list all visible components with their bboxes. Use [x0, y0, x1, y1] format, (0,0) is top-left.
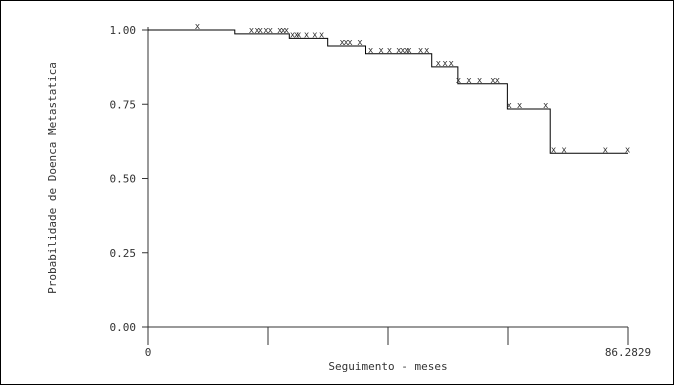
censor-mark: x — [284, 26, 290, 36]
censor-mark: x — [347, 38, 353, 48]
censor-mark: x — [506, 101, 512, 111]
censor-mark: x — [378, 46, 384, 56]
y-axis-label: Probabilidade de Doenca Metastatica — [46, 62, 59, 294]
censor-mark: x — [543, 101, 549, 111]
censor-mark: x — [319, 30, 325, 40]
censor-mark: x — [343, 38, 349, 48]
censor-mark: x — [296, 30, 302, 40]
censor-mark: x — [406, 46, 412, 56]
censor-mark: x — [304, 30, 310, 40]
censor-mark: x — [396, 46, 402, 56]
censor-mark: x — [490, 76, 496, 86]
x-tick-label: 0 — [145, 346, 152, 359]
censor-mark: x — [466, 76, 472, 86]
censor-mark: x — [294, 30, 300, 40]
censor-mark: x — [477, 76, 483, 86]
censor-mark: x — [603, 145, 609, 155]
censor-mark: x — [404, 46, 410, 56]
y-tick-label: 1.00 — [110, 24, 137, 37]
x-tick-label: 86.2829 — [605, 346, 651, 359]
y-tick-label: 0.75 — [110, 98, 137, 111]
censor-mark: x — [254, 26, 260, 36]
censor-mark: x — [495, 76, 501, 86]
censor-mark: x — [357, 38, 363, 48]
y-tick-label: 0.25 — [110, 247, 137, 260]
censor-mark: x — [195, 22, 201, 32]
censor-mark: x — [551, 145, 557, 155]
axes — [147, 27, 628, 328]
censor-mark: x — [263, 26, 269, 36]
censor-mark: x — [268, 26, 274, 36]
censor-mark: x — [277, 26, 283, 36]
censor-mark: x — [436, 59, 442, 69]
survival-curve-group — [148, 29, 628, 154]
censor-mark: x — [387, 46, 393, 56]
censor-mark: x — [448, 59, 454, 69]
censor-mark: x — [368, 46, 374, 56]
y-tick-label: 0.00 — [110, 321, 137, 334]
censor-mark: x — [249, 26, 255, 36]
censor-mark: x — [258, 26, 264, 36]
censor-mark: x — [339, 38, 345, 48]
survival-curve — [148, 29, 628, 154]
censor-mark: x — [625, 145, 631, 155]
censor-mark: x — [418, 46, 424, 56]
censor-mark: x — [442, 59, 448, 69]
censor-mark: x — [312, 30, 318, 40]
censor-mark: x — [280, 26, 286, 36]
censor-mark: x — [456, 76, 462, 86]
censor-mark: x — [424, 46, 430, 56]
censor-mark: x — [290, 30, 296, 40]
censor-mark: x — [561, 145, 567, 155]
y-tick-label: 0.50 — [110, 173, 137, 186]
censor-mark: x — [400, 46, 406, 56]
censor-mark: x — [517, 101, 523, 111]
ticks: 0.00 0.25 0.50 0.75 1.00 0 86.2829 — [110, 24, 652, 359]
x-axis-label: Seguimento - meses — [328, 360, 447, 373]
